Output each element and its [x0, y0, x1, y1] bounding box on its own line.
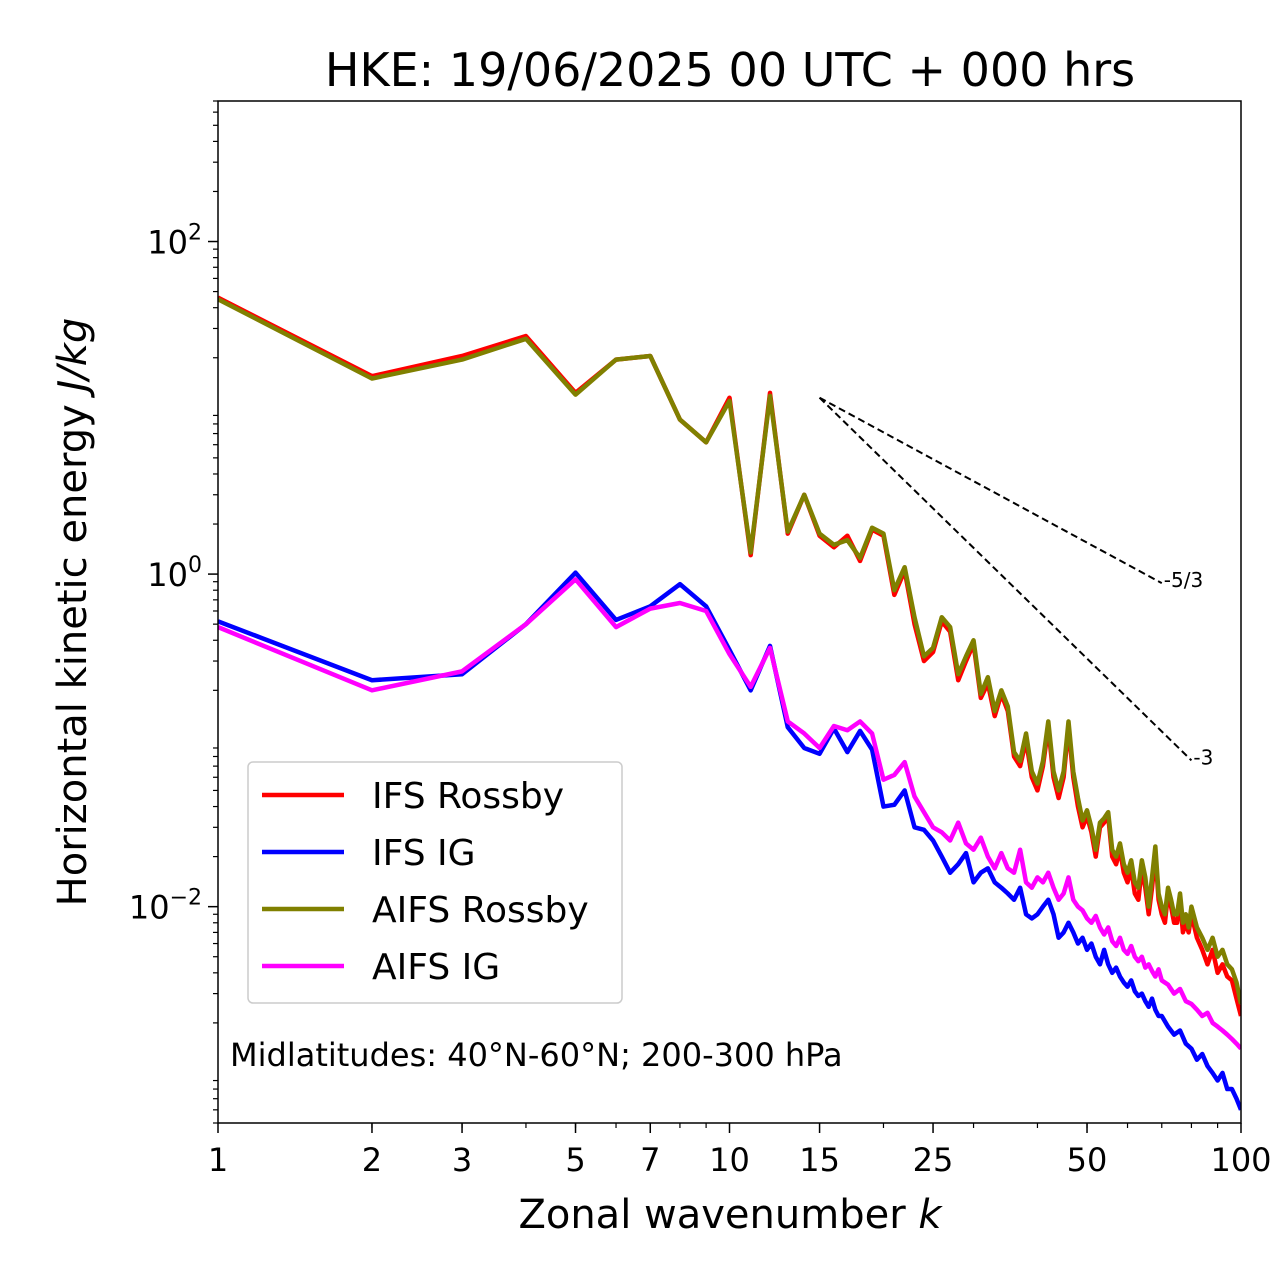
x-tick-label: 25 — [913, 1141, 954, 1179]
series-line-ifs-ig — [218, 570, 1241, 1111]
x-axis-label-var: k — [918, 1192, 943, 1238]
slope-label: -3 — [1193, 745, 1213, 769]
series-line-aifs-rossby — [218, 297, 1241, 1005]
series-layer — [218, 295, 1241, 1111]
y-axis-label: Horizontal kinetic energy J/kg — [50, 318, 96, 907]
x-tick-label: 1 — [208, 1141, 228, 1179]
x-tick-label: 15 — [799, 1141, 840, 1179]
legend: IFS Rossby IFS IG AIFS Rossby AIFS IG — [247, 761, 623, 1004]
x-tick-label: 10 — [709, 1141, 750, 1179]
x-axis-label-text: Zonal wavenumber — [518, 1192, 906, 1238]
legend-box — [247, 761, 623, 1004]
x-axis-label: Zonal wavenumber k — [518, 1192, 943, 1238]
x-tick-label: 7 — [640, 1141, 660, 1179]
y-tick-label: 102 — [147, 221, 202, 262]
legend-label-ifs-rossby: IFS Rossby — [372, 776, 564, 817]
x-tick-label: 50 — [1067, 1141, 1108, 1179]
y-axis-label-text: Horizontal kinetic energy — [50, 404, 96, 906]
y-axis-label-unit: J/kg — [50, 318, 96, 399]
x-axis-ticks: 1 2 3 5 7 10 15 25 50 100 — [208, 1123, 1272, 1179]
x-tick-label: 2 — [362, 1141, 382, 1179]
y-axis-ticks: 10−2 100 102 — [129, 100, 218, 1124]
region-annotation: Midlatitudes: 40°N-60°N; 200-300 hPa — [230, 1036, 843, 1074]
slope-line — [818, 397, 1193, 762]
x-tick-label: 3 — [452, 1141, 472, 1179]
slope-label: -5/3 — [1164, 568, 1203, 592]
slope-line — [819, 396, 1163, 585]
y-tick-label: 10−2 — [129, 886, 202, 927]
x-tick-label: 100 — [1210, 1141, 1271, 1179]
series-line-aifs-ig — [218, 577, 1241, 1051]
x-tick-label: 5 — [565, 1141, 585, 1179]
legend-label-aifs-rossby: AIFS Rossby — [372, 890, 589, 931]
reference-slopes: -5/3 -3 — [818, 396, 1213, 769]
legend-label-aifs-ig: AIFS IG — [372, 947, 500, 988]
legend-label-ifs-ig: IFS IG — [372, 833, 476, 874]
legend-items: IFS Rossby IFS IG AIFS Rossby AIFS IG — [262, 776, 589, 988]
y-tick-label: 100 — [147, 553, 202, 594]
chart-title: HKE: 19/06/2025 00 UTC + 000 hrs — [325, 43, 1135, 97]
